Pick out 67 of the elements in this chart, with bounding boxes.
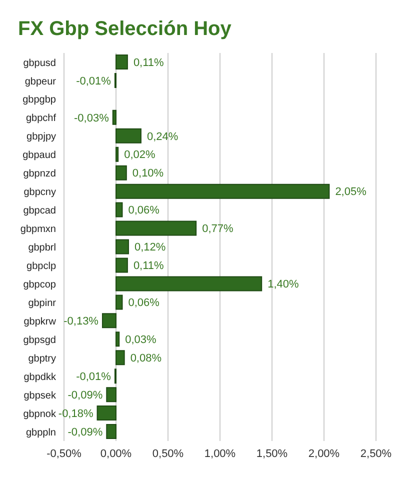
bar (116, 128, 142, 144)
y-tick-label: gbpinr (28, 298, 57, 309)
data-label: -0,09% (68, 426, 103, 438)
x-tick-label: 1,50% (256, 448, 288, 460)
x-tick-label: 2,50% (360, 448, 392, 460)
data-label: 0,24% (146, 130, 178, 143)
y-tick-label: gbpchf (26, 113, 56, 124)
data-label: -0,03% (74, 112, 110, 124)
data-label: -0,01% (76, 370, 112, 383)
bar (102, 313, 116, 328)
y-tick-label: gbpcop (23, 280, 56, 290)
y-tick-label: gbpcad (23, 206, 56, 217)
bar (116, 146, 119, 162)
y-tick-label: gbpclp (26, 261, 56, 272)
x-tick-label: 0,00% (100, 448, 132, 460)
data-label: 0,12% (134, 242, 166, 254)
y-tick-label: gbpbrl (28, 242, 56, 254)
bar (116, 350, 125, 366)
y-tick-label: gbpusd (23, 58, 56, 69)
bar (116, 294, 123, 310)
y-tick-label: gbpkrw (24, 316, 57, 328)
y-tick-label: gbpgbp (22, 94, 56, 106)
x-tick-label: 2,00% (308, 448, 340, 460)
data-label: 0,11% (133, 260, 164, 272)
chart-title: FX Gbp Selección Hoy (17, 17, 232, 42)
y-tick-label: gbpeur (24, 76, 57, 88)
bar (116, 165, 127, 180)
y-tick-label: gbpnok (23, 408, 57, 420)
data-label: 0,03% (125, 334, 157, 346)
bar (116, 258, 128, 273)
data-label: 2,05% (335, 186, 367, 198)
x-tick-label: 0,50% (152, 448, 184, 460)
data-label: -0,01% (76, 75, 112, 88)
data-label: 0,11% (133, 56, 164, 69)
x-tick-label: 1,00% (204, 448, 236, 460)
y-tick-label: gbpjpy (26, 132, 56, 143)
data-label: -0,09% (68, 389, 103, 402)
y-tick-label: gbptry (28, 353, 56, 364)
bar (112, 110, 116, 125)
data-label: -0,18% (58, 408, 94, 420)
data-label: 0,06% (128, 204, 160, 217)
data-label: 0,10% (132, 168, 164, 180)
y-tick-label: gbpdkk (24, 372, 57, 383)
y-tick-label: gbpsgd (23, 334, 56, 346)
bar (116, 332, 120, 347)
y-tick-label: gbpnzd (23, 168, 56, 180)
y-tick-label: gbpsek (24, 390, 57, 402)
y-tick-label: gbpmxn (20, 224, 56, 236)
bar (106, 387, 116, 402)
bar (106, 424, 116, 440)
bar (116, 54, 128, 70)
bar (116, 184, 330, 199)
data-label: 0,06% (128, 297, 160, 310)
data-label: 0,77% (202, 223, 234, 236)
data-label: -0,13% (64, 316, 99, 328)
bar (96, 406, 116, 421)
data-label: 1,40% (268, 278, 300, 291)
bar (116, 276, 262, 292)
bar (116, 220, 197, 236)
x-tick-label: -0,50% (46, 448, 82, 460)
y-tick-label: gbpcny (24, 187, 56, 198)
data-label: 0,02% (124, 149, 156, 162)
bar (116, 239, 129, 254)
data-label: 0,08% (130, 352, 162, 364)
bar (116, 202, 123, 218)
y-tick-label: gbpaud (22, 150, 56, 162)
y-tick-label: gbppln (26, 427, 56, 438)
